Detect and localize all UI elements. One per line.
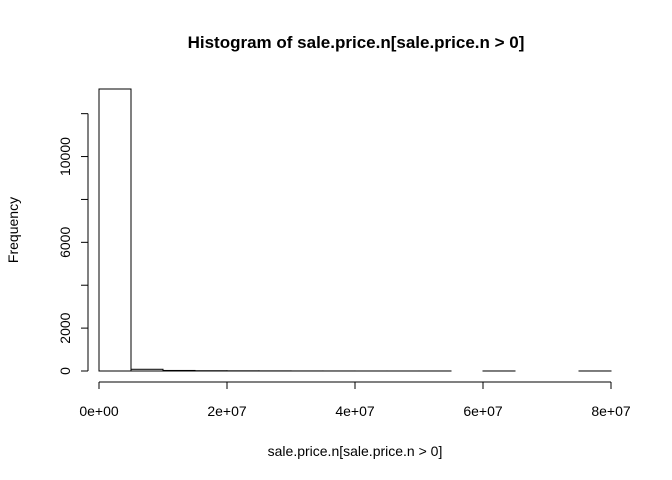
histogram-bar [162,369,196,372]
x-tick-label: 2e+07 [207,403,247,419]
x-tick-label: 8e+07 [591,403,631,419]
x-tick-label: 4e+07 [335,403,375,419]
x-tick-label: 6e+07 [463,403,503,419]
y-axis-label: Frequency [5,197,21,263]
histogram-bar [98,88,132,372]
x-axis-label: sale.price.n[sale.price.n > 0] [268,443,443,459]
histogram-bar [130,368,164,372]
x-axis: 0e+00 2e+07 4e+07 6e+07 8e+07 [79,381,631,419]
y-tick-label: 2000 [57,312,73,343]
chart-title: Histogram of sale.price.n[sale.price.n >… [188,33,525,52]
y-axis: 0 2000 6000 10000 [57,113,89,375]
y-tick-label: 0 [57,367,73,375]
x-tick-label: 0e+00 [79,403,119,419]
histogram-bars [98,88,612,372]
y-tick-label: 10000 [57,137,73,176]
y-tick-label: 6000 [57,227,73,258]
